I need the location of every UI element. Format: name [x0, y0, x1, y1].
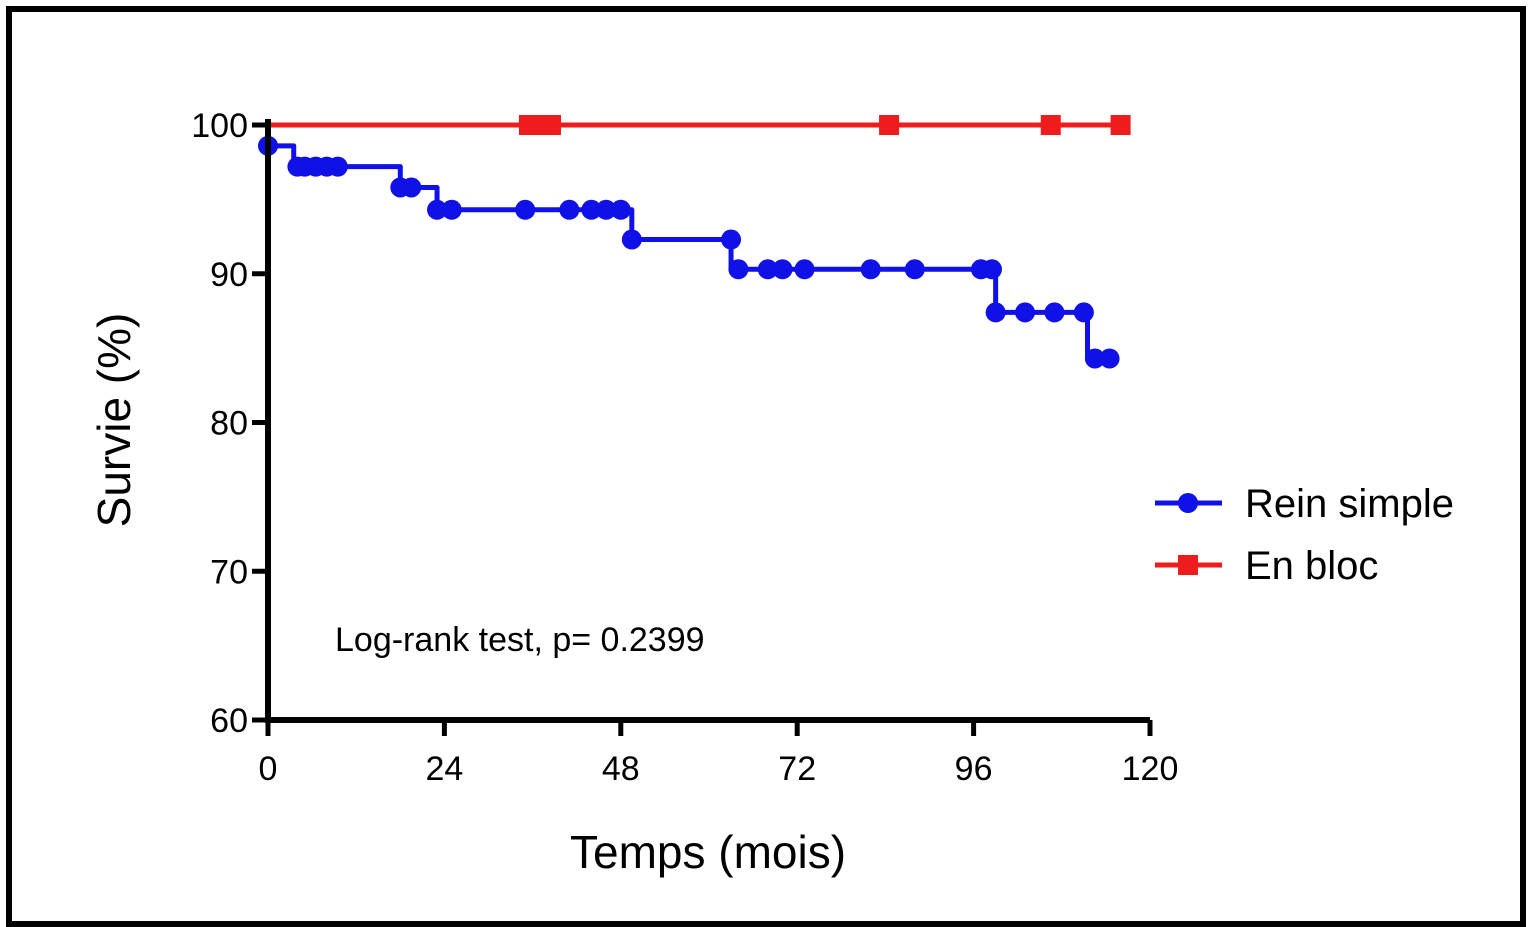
censor-marker — [904, 259, 925, 280]
censor-marker — [581, 199, 602, 220]
censor-marker — [441, 199, 462, 220]
chart-frame — [6, 6, 1526, 927]
censor-marker — [1073, 302, 1094, 323]
x-axis-title: Temps (mois) — [570, 826, 846, 878]
series-rein-simple — [258, 125, 1120, 369]
x-tick-label: 24 — [425, 750, 463, 788]
x-tick-label: 96 — [955, 750, 993, 788]
legend: Rein simple En bloc — [1155, 482, 1454, 588]
y-axis-title: Survie (%) — [88, 313, 140, 528]
censor-marker — [985, 302, 1006, 323]
censor-marker — [757, 259, 778, 280]
censor-marker — [721, 229, 742, 250]
series-layer — [258, 115, 1131, 369]
censor-marker — [1110, 115, 1131, 135]
survival-curve-line — [265, 125, 1110, 362]
log-rank-annotation: Log-rank test, p= 0.2399 — [335, 621, 705, 659]
censor-marker — [772, 259, 793, 280]
y-tick-label: 70 — [210, 553, 248, 591]
ticks-layer: 60 70 80 90 100 0 24 48 72 96 120 — [191, 107, 1178, 788]
censor-marker — [327, 156, 348, 177]
censor-marker — [860, 259, 881, 280]
censor-marker — [879, 115, 900, 135]
censor-marker — [596, 199, 617, 220]
censor-marker — [515, 199, 536, 220]
censor-marker — [1099, 348, 1120, 369]
censor-marker — [1044, 302, 1065, 323]
censor-marker — [621, 229, 642, 250]
axes-layer — [265, 119, 1150, 723]
censor-marker — [610, 199, 631, 220]
censor-marker — [1040, 115, 1061, 135]
censor-marker — [559, 199, 580, 220]
censor-marker — [427, 199, 448, 220]
censor-marker — [1015, 302, 1036, 323]
legend-item: En bloc — [1155, 544, 1378, 588]
x-tick-label: 120 — [1122, 750, 1179, 788]
y-tick-label: 60 — [210, 702, 248, 740]
y-tick-label: 90 — [210, 256, 248, 294]
censor-marker — [540, 115, 561, 135]
x-tick-label: 72 — [778, 750, 816, 788]
series-en-bloc — [268, 115, 1131, 135]
y-tick-label: 100 — [191, 107, 248, 145]
censor-marker — [728, 259, 749, 280]
legend-label: Rein simple — [1245, 482, 1454, 526]
legend-swatch-marker — [1178, 555, 1198, 575]
censor-marker — [401, 177, 422, 198]
legend-swatch-marker — [1178, 493, 1198, 513]
censor-marker — [1084, 348, 1105, 369]
legend-label: En bloc — [1245, 544, 1378, 588]
censor-marker — [794, 259, 815, 280]
censor-marker — [981, 259, 1002, 280]
x-tick-label: 48 — [602, 750, 640, 788]
legend-item: Rein simple — [1155, 482, 1454, 526]
x-tick-label: 0 — [259, 750, 278, 788]
y-tick-label: 80 — [210, 405, 248, 443]
